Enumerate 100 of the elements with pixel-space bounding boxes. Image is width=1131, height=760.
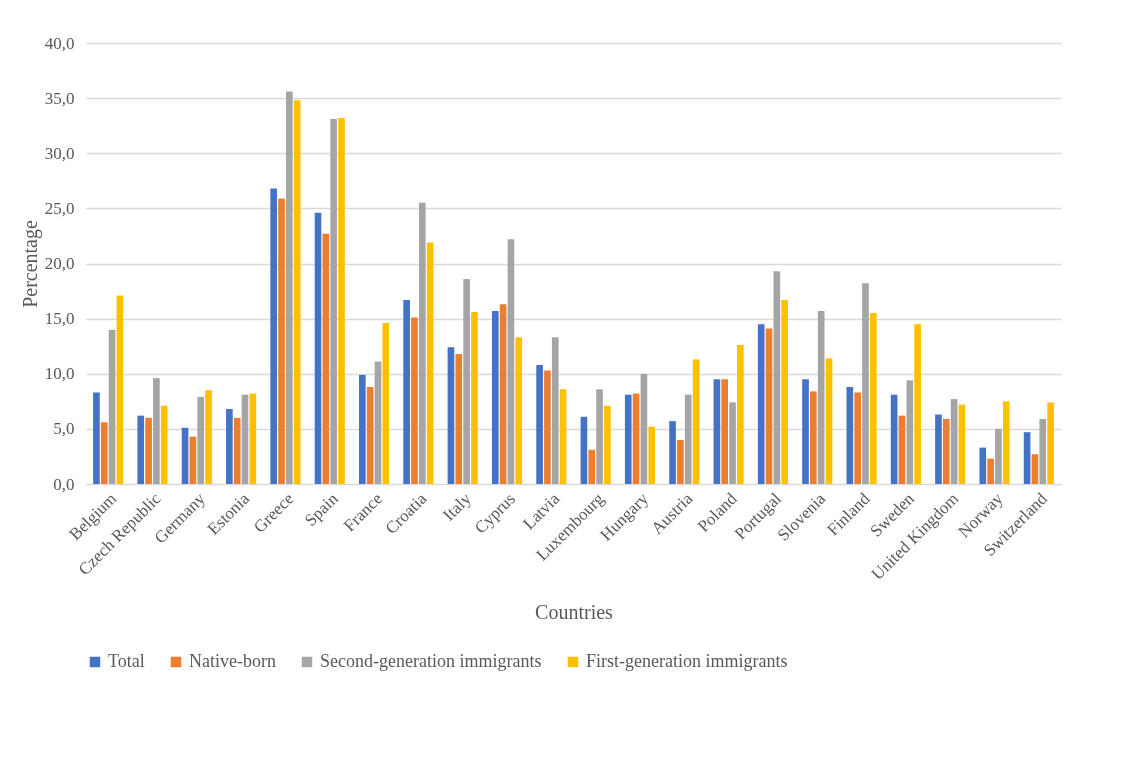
- x-axis-title: Countries: [535, 600, 614, 623]
- bar: [810, 391, 817, 484]
- bar: [491, 310, 499, 484]
- bar: [249, 393, 257, 484]
- bar: [588, 449, 596, 484]
- bar: [471, 312, 478, 484]
- bar: [765, 328, 773, 484]
- bar: [181, 427, 189, 484]
- bar: [544, 370, 551, 484]
- bar: [737, 345, 744, 484]
- bar: [293, 100, 301, 484]
- bar: [108, 329, 116, 484]
- bar: [330, 119, 337, 484]
- bar: [559, 389, 567, 484]
- bar: [781, 299, 788, 484]
- bar: [677, 439, 684, 484]
- bar: [507, 239, 515, 484]
- bar: [499, 304, 507, 484]
- bar: [418, 202, 426, 484]
- bar: [382, 323, 390, 484]
- bar: [721, 379, 729, 484]
- y-tick-label: 0,0: [53, 474, 75, 494]
- bar: [145, 417, 152, 484]
- bar: [278, 198, 285, 484]
- bar: [233, 417, 241, 484]
- bar: [116, 295, 124, 484]
- bar: [648, 426, 656, 484]
- bar: [869, 313, 877, 484]
- bar: [463, 278, 470, 484]
- bar: [624, 394, 632, 484]
- bar: [1047, 402, 1054, 484]
- bar: [270, 188, 278, 484]
- bar: [374, 361, 382, 484]
- bar: [914, 324, 921, 484]
- bar: [189, 436, 197, 484]
- bar: [1031, 454, 1039, 484]
- bar: [640, 373, 648, 484]
- legend-label: First-generation immigrants: [586, 651, 788, 671]
- bar: [713, 379, 721, 484]
- bar: [411, 317, 418, 484]
- bar: [757, 324, 765, 484]
- bar: [890, 394, 898, 484]
- bar: [447, 347, 455, 484]
- bar: [773, 271, 781, 484]
- bar: [604, 405, 611, 484]
- bar: [137, 415, 145, 484]
- y-tick-label: 25,0: [44, 198, 75, 218]
- bar: [197, 396, 205, 484]
- bar: [580, 416, 588, 484]
- x-tick-label: Italy: [439, 488, 476, 525]
- bar: [1039, 418, 1047, 484]
- legend-label: Second-generation immigrants: [320, 651, 542, 671]
- bar: [322, 233, 330, 484]
- bar: [226, 409, 233, 484]
- bar: [314, 212, 322, 484]
- y-axis-title: Percentage: [18, 220, 42, 308]
- bar: [862, 283, 869, 484]
- legend-label: Native-born: [189, 651, 276, 671]
- bar: [160, 405, 168, 484]
- bar: [359, 374, 366, 484]
- bar: [426, 242, 434, 484]
- bar: [684, 394, 692, 484]
- y-tick-label: 5,0: [53, 419, 75, 439]
- bar: [632, 393, 640, 484]
- bar: [338, 117, 345, 484]
- bar: [241, 394, 249, 484]
- bar: [802, 379, 809, 484]
- bar: [906, 380, 914, 484]
- bar: [596, 389, 603, 484]
- y-tick-label: 15,0: [44, 309, 75, 329]
- bar: [1002, 401, 1010, 484]
- y-tick-label: 30,0: [44, 143, 75, 163]
- bar: [950, 399, 958, 484]
- bar: [1023, 432, 1031, 484]
- bar: [286, 91, 293, 484]
- bar: [455, 353, 463, 484]
- bar: [987, 458, 994, 484]
- bar: [692, 359, 700, 484]
- bar: [669, 421, 676, 484]
- bar: [536, 364, 543, 484]
- bar: [898, 415, 906, 484]
- bar: [100, 422, 108, 484]
- bar: [515, 337, 523, 484]
- bar: [551, 337, 559, 484]
- y-tick-label: 10,0: [44, 364, 75, 384]
- y-tick-label: 20,0: [44, 254, 75, 273]
- bar: [854, 392, 861, 484]
- bar: [979, 447, 987, 484]
- bar: [825, 358, 833, 484]
- bar: [942, 418, 950, 484]
- bar: [958, 404, 966, 484]
- y-tick-label: 40,0: [44, 33, 75, 53]
- bar: [93, 392, 100, 484]
- bar: [205, 390, 212, 484]
- bar: [817, 310, 825, 484]
- legend-label: Total: [108, 651, 145, 671]
- y-tick-label: 35,0: [44, 88, 75, 108]
- bar: [935, 414, 942, 484]
- bar: [846, 386, 854, 484]
- bar: [403, 299, 410, 484]
